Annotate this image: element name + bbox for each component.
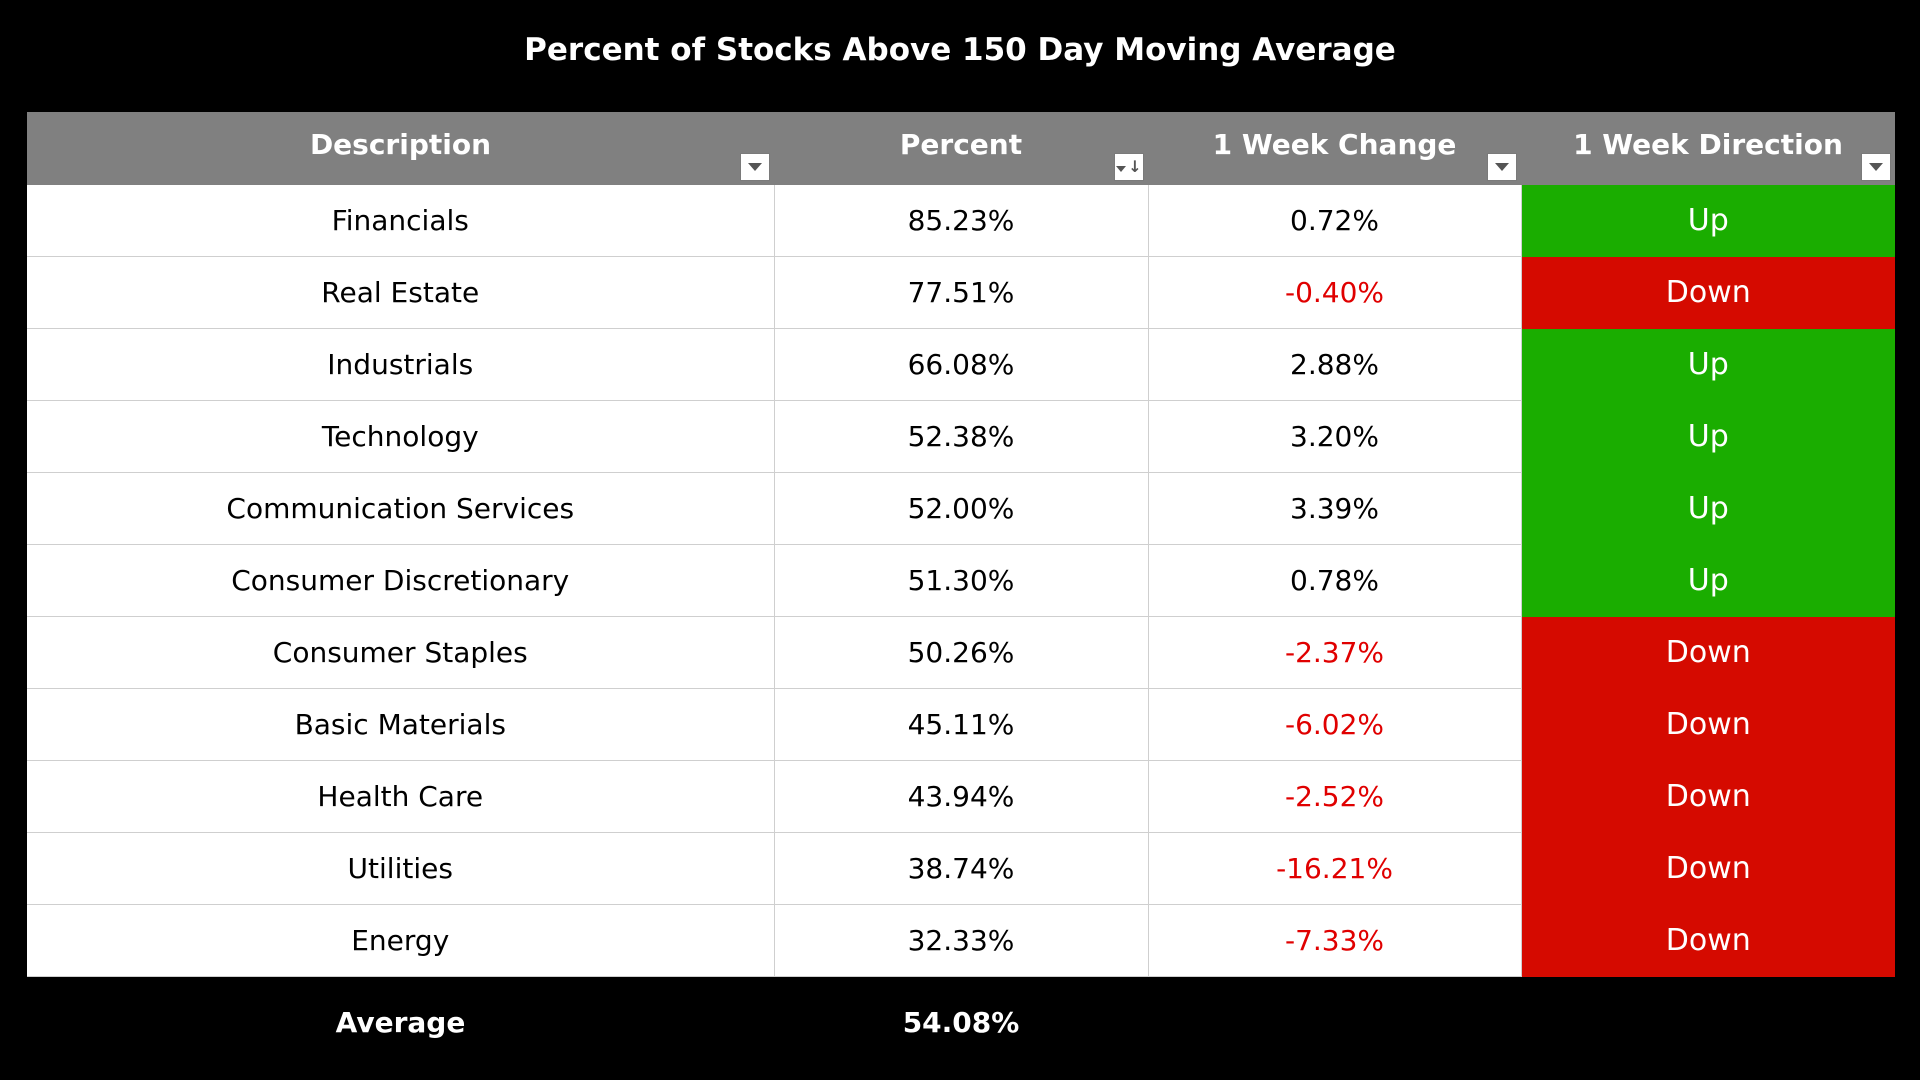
column-header-label: Percent (899, 128, 1023, 161)
description-cell[interactable]: Consumer Discretionary (27, 544, 775, 617)
table-row: Financials 85.23% 0.72% Up (27, 185, 1895, 257)
week-change-cell[interactable]: 3.20% (1148, 400, 1522, 473)
dropdown-arrow-icon (1495, 163, 1509, 171)
description-cell[interactable]: Communication Services (27, 472, 775, 545)
week-change-cell[interactable]: -7.33% (1148, 904, 1522, 977)
percent-cell[interactable]: 85.23% (774, 185, 1149, 257)
percent-cell[interactable]: 32.33% (774, 904, 1149, 977)
table-title: Percent of Stocks Above 150 Day Moving A… (524, 32, 1396, 68)
filter-dropdown-button[interactable] (740, 153, 770, 181)
table-row: Basic Materials 45.11% -6.02% Down (27, 688, 1895, 761)
table-row: Energy 32.33% -7.33% Down (27, 904, 1895, 977)
description-cell[interactable]: Utilities (27, 832, 775, 905)
empty-cell (1148, 976, 1521, 1067)
table-row: Industrials 66.08% 2.88% Up (27, 328, 1895, 401)
average-row: Average 54.08% (27, 976, 1895, 1067)
column-header-description[interactable]: Description (27, 112, 774, 185)
week-direction-cell[interactable]: Down (1521, 904, 1895, 977)
description-cell[interactable]: Basic Materials (27, 688, 775, 761)
percent-cell[interactable]: 52.00% (774, 472, 1149, 545)
week-direction-cell[interactable]: Down (1521, 760, 1895, 833)
sort-filter-button[interactable]: ↓ (1114, 153, 1144, 181)
description-cell[interactable]: Financials (27, 185, 775, 257)
percent-cell[interactable]: 43.94% (774, 760, 1149, 833)
table-row: Utilities 38.74% -16.21% Down (27, 832, 1895, 905)
week-change-cell[interactable]: -16.21% (1148, 832, 1522, 905)
table-row: Consumer Discretionary 51.30% 0.78% Up (27, 544, 1895, 617)
column-header-week-change[interactable]: 1 Week Change (1148, 112, 1521, 185)
table-row: Health Care 43.94% -2.52% Down (27, 760, 1895, 833)
table-row: Consumer Staples 50.26% -2.37% Down (27, 616, 1895, 689)
week-direction-cell[interactable]: Up (1521, 472, 1895, 545)
week-direction-cell[interactable]: Down (1521, 832, 1895, 905)
week-change-cell[interactable]: 0.78% (1148, 544, 1522, 617)
average-value: 54.08% (774, 976, 1148, 1067)
dropdown-arrow-icon (748, 163, 762, 171)
week-direction-cell[interactable]: Up (1521, 328, 1895, 401)
description-cell[interactable]: Real Estate (27, 256, 775, 329)
description-cell[interactable]: Energy (27, 904, 775, 977)
description-cell[interactable]: Consumer Staples (27, 616, 775, 689)
week-change-cell[interactable]: 3.39% (1148, 472, 1522, 545)
percent-cell[interactable]: 52.38% (774, 400, 1149, 473)
week-change-cell[interactable]: 2.88% (1148, 328, 1522, 401)
percent-cell[interactable]: 51.30% (774, 544, 1149, 617)
filter-dropdown-button[interactable] (1487, 153, 1517, 181)
percent-cell[interactable]: 38.74% (774, 832, 1149, 905)
percent-cell[interactable]: 77.51% (774, 256, 1149, 329)
table-row: Technology 52.38% 3.20% Up (27, 400, 1895, 473)
header-row: Description Percent ↓ 1 Week Change (27, 112, 1895, 185)
week-direction-cell[interactable]: Up (1521, 544, 1895, 617)
average-label: Average (27, 976, 774, 1067)
week-direction-cell[interactable]: Up (1521, 400, 1895, 473)
column-header-label: 1 Week Direction (1573, 128, 1843, 161)
filter-dropdown-button[interactable] (1861, 153, 1891, 181)
column-header-week-direction[interactable]: 1 Week Direction (1521, 112, 1895, 185)
column-header-label: Description (309, 128, 492, 161)
stocks-table: Description Percent ↓ 1 Week Change (27, 112, 1895, 1067)
percent-cell[interactable]: 66.08% (774, 328, 1149, 401)
week-direction-cell[interactable]: Down (1521, 616, 1895, 689)
week-change-cell[interactable]: -6.02% (1148, 688, 1522, 761)
percent-cell[interactable]: 50.26% (774, 616, 1149, 689)
dropdown-arrow-icon (1869, 163, 1883, 171)
table-row: Communication Services 52.00% 3.39% Up (27, 472, 1895, 545)
week-change-cell[interactable]: -2.37% (1148, 616, 1522, 689)
week-direction-cell[interactable]: Down (1521, 688, 1895, 761)
percent-cell[interactable]: 45.11% (774, 688, 1149, 761)
description-cell[interactable]: Health Care (27, 760, 775, 833)
column-header-percent[interactable]: Percent ↓ (774, 112, 1148, 185)
description-cell[interactable]: Industrials (27, 328, 775, 401)
description-cell[interactable]: Technology (27, 400, 775, 473)
sort-descending-icon: ↓ (1116, 159, 1142, 175)
table-body: Financials 85.23% 0.72% Up Real Estate 77.51%… (27, 185, 1895, 977)
week-direction-cell[interactable]: Down (1521, 256, 1895, 329)
column-header-label: 1 Week Change (1212, 128, 1457, 161)
table-row: Real Estate 77.51% -0.40% Down (27, 256, 1895, 329)
week-change-cell[interactable]: -0.40% (1148, 256, 1522, 329)
week-change-cell[interactable]: 0.72% (1148, 185, 1522, 257)
week-change-cell[interactable]: -2.52% (1148, 760, 1522, 833)
week-direction-cell[interactable]: Up (1521, 185, 1895, 257)
empty-cell (1521, 976, 1895, 1067)
